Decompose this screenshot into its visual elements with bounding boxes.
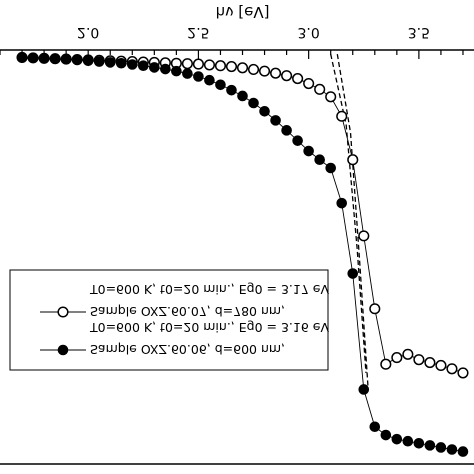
series-2-point <box>303 145 314 157</box>
series-2-point <box>358 384 370 395</box>
series-2-point <box>347 268 359 279</box>
series-2-point <box>49 53 61 64</box>
series-2-point <box>270 115 281 126</box>
series-1-point <box>446 363 458 375</box>
series-2-point <box>226 84 237 96</box>
series-2-point <box>248 97 259 109</box>
series-2-point <box>402 435 414 447</box>
fit-lines <box>330 54 369 390</box>
series-2-point <box>391 433 403 445</box>
series-2-point <box>336 197 348 209</box>
series-2-point <box>138 60 149 72</box>
series-2-point <box>281 125 292 136</box>
series-1-point <box>358 230 370 242</box>
fit-line-1 <box>330 54 367 373</box>
series-1-point <box>203 59 215 71</box>
series-2-point <box>38 52 50 64</box>
series-1-point <box>214 60 227 72</box>
series-2-point <box>413 438 425 449</box>
x-axis-title-group: hν [eV] <box>216 3 270 21</box>
series-1-point <box>281 70 293 82</box>
plot-frame <box>0 49 474 465</box>
legend-label-series-2: Sample OXZ.60.06, d=600 nm, <box>90 342 285 357</box>
series-1-point <box>225 61 238 73</box>
series-1-point <box>259 65 271 77</box>
series-2-point <box>325 162 336 174</box>
series-1-point <box>413 354 425 366</box>
x-axis-title: hν [eV] <box>216 3 270 21</box>
series-2-point <box>71 54 83 66</box>
series-2-point <box>457 446 469 457</box>
legend-label-series-1: Sample OXZ.60.07, d=780 nm, <box>90 304 285 319</box>
series-2-point <box>82 55 94 67</box>
series-2-point <box>237 90 248 102</box>
series-2-point <box>259 105 270 117</box>
series-2-point <box>126 59 138 70</box>
series-1-point <box>369 303 381 315</box>
series-2-point <box>446 444 458 455</box>
series-1-point <box>270 67 282 79</box>
series-1-point <box>292 73 304 85</box>
x-tick-label: 2.0 <box>77 24 99 40</box>
series-1-point <box>336 110 348 122</box>
series-1-point <box>181 58 193 70</box>
legend-condition-series-2: T0=600 K, t0=20 min., Eg0 = 3.16 eV <box>89 320 329 335</box>
series-1-point <box>391 352 403 364</box>
series-2-point <box>215 79 226 91</box>
series-2-point <box>435 442 447 453</box>
series-2-point <box>171 65 182 77</box>
legend-marker-series-1 <box>57 306 69 318</box>
legend-marker-series-2 <box>57 344 69 356</box>
series-2-point <box>160 63 171 75</box>
series-2-point <box>314 154 325 166</box>
series-1-point <box>314 83 326 95</box>
x-tick-label: 3.0 <box>298 24 320 40</box>
series-2-point <box>380 429 392 441</box>
series-2-point <box>369 421 381 433</box>
series-1-point <box>303 77 315 90</box>
series-1-point <box>402 348 414 360</box>
series-1-point <box>435 359 447 372</box>
series-2-point <box>16 52 28 63</box>
series-2-point <box>182 68 193 79</box>
series-2-point <box>93 56 105 67</box>
series-1-point <box>380 358 392 370</box>
series-1-point <box>236 62 249 74</box>
series-2-point <box>204 74 215 86</box>
legend-condition-series-1: T0=600 K, t0=20 min., Eg0 = 3.17 eV <box>89 282 329 297</box>
series-1-point <box>247 63 260 76</box>
series-2-point <box>292 135 303 146</box>
series-1-point <box>457 367 469 379</box>
legend: T0=600 K, t0=20 min., Eg0 = 3.17 eV Samp… <box>9 269 329 371</box>
series-1-point <box>325 91 337 103</box>
series-1-point <box>192 58 204 70</box>
series-2-point <box>193 71 204 82</box>
data-points <box>16 51 469 457</box>
x-axis-ticks: 2.0 2.5 3.0 3.5 <box>0 24 464 59</box>
x-tick-label: 3.5 <box>408 24 430 40</box>
series-1-point <box>347 154 359 166</box>
x-tick-label: 2.5 <box>187 24 209 40</box>
series-1-point <box>424 357 436 369</box>
series-2-point <box>424 440 436 451</box>
series-2-point <box>104 57 116 68</box>
series-2-point <box>149 62 160 73</box>
series-2-point <box>60 53 72 65</box>
series-2-point <box>27 52 39 64</box>
series-2-point <box>115 57 127 69</box>
